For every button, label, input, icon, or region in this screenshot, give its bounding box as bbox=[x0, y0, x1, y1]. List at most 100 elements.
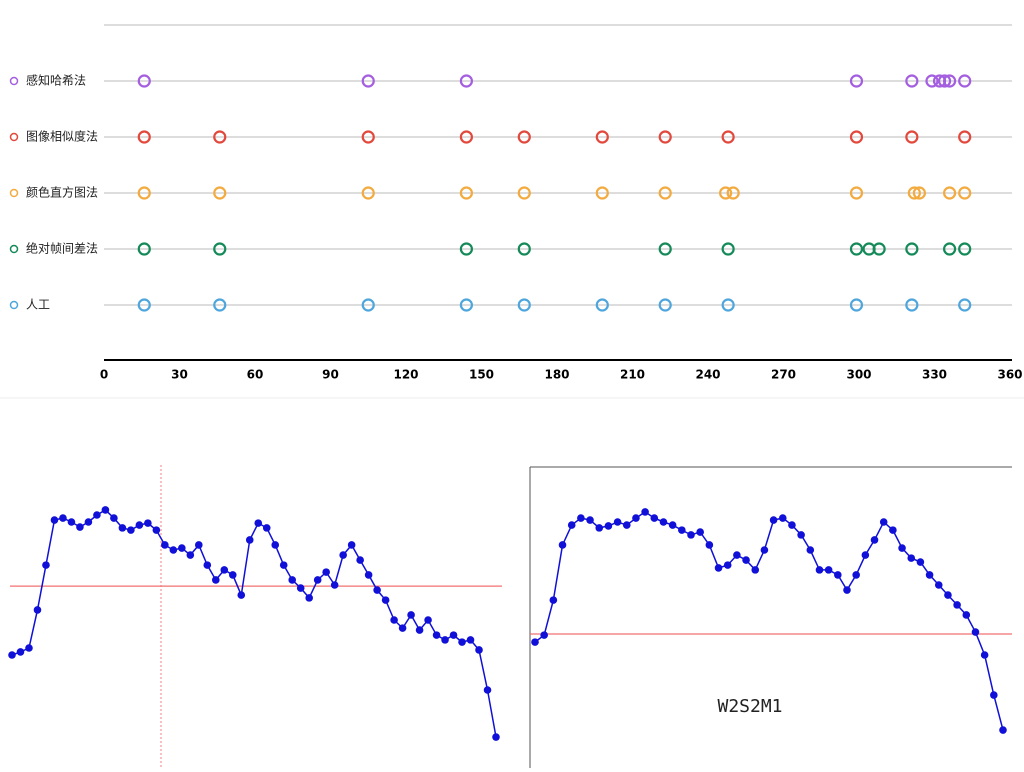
point bbox=[622, 521, 631, 529]
point bbox=[415, 626, 424, 634]
point bbox=[613, 518, 622, 526]
x-tick-label: 240 bbox=[695, 368, 720, 382]
point bbox=[658, 298, 672, 312]
point bbox=[719, 186, 733, 200]
point bbox=[459, 242, 473, 256]
point bbox=[723, 561, 732, 569]
legend-label: 感知哈希法 bbox=[26, 73, 86, 88]
point bbox=[339, 551, 347, 559]
point bbox=[549, 596, 558, 604]
x-tick-label: 60 bbox=[247, 368, 264, 382]
point bbox=[228, 571, 237, 579]
legend-marker bbox=[9, 188, 19, 198]
legend-label: 绝对帧间差法 bbox=[26, 241, 98, 256]
point bbox=[398, 624, 407, 632]
point bbox=[942, 74, 957, 88]
point bbox=[211, 576, 220, 584]
point bbox=[50, 516, 59, 524]
point bbox=[916, 558, 925, 566]
point bbox=[432, 631, 441, 639]
point bbox=[907, 186, 921, 200]
point bbox=[721, 298, 735, 312]
point bbox=[852, 571, 860, 579]
point bbox=[540, 631, 548, 639]
legend-marker bbox=[9, 132, 19, 142]
point bbox=[658, 242, 672, 256]
point bbox=[213, 242, 227, 256]
point bbox=[658, 130, 672, 144]
point bbox=[834, 571, 842, 579]
point bbox=[925, 571, 934, 579]
point bbox=[905, 74, 919, 88]
x-tick-label: 90 bbox=[322, 368, 339, 382]
point bbox=[595, 298, 609, 312]
point bbox=[595, 186, 609, 200]
point bbox=[898, 544, 906, 552]
point bbox=[934, 581, 943, 589]
point bbox=[531, 638, 539, 646]
x-tick-label: 30 bbox=[171, 368, 188, 382]
point bbox=[137, 74, 151, 88]
point bbox=[751, 566, 760, 574]
point bbox=[696, 528, 704, 536]
point bbox=[604, 522, 613, 530]
point bbox=[517, 186, 531, 200]
point bbox=[760, 546, 769, 554]
point bbox=[42, 561, 50, 569]
point bbox=[769, 516, 778, 524]
point bbox=[245, 536, 254, 544]
point bbox=[213, 130, 227, 144]
point bbox=[330, 581, 339, 589]
point bbox=[721, 130, 735, 144]
point bbox=[595, 524, 604, 532]
point bbox=[381, 596, 390, 604]
point bbox=[220, 566, 229, 574]
point bbox=[25, 644, 33, 652]
point bbox=[67, 518, 76, 526]
point bbox=[137, 130, 151, 144]
point bbox=[558, 541, 567, 549]
point bbox=[742, 556, 750, 564]
legend-label: 人工 bbox=[26, 298, 50, 312]
point bbox=[364, 571, 373, 579]
point bbox=[203, 561, 212, 569]
point bbox=[953, 601, 961, 609]
point bbox=[806, 546, 815, 554]
point bbox=[567, 521, 576, 529]
point bbox=[870, 536, 879, 544]
point bbox=[135, 521, 144, 529]
point bbox=[942, 242, 957, 256]
point bbox=[59, 514, 67, 522]
point bbox=[944, 591, 952, 599]
point bbox=[632, 514, 640, 522]
point bbox=[475, 646, 483, 654]
point bbox=[714, 564, 723, 572]
point bbox=[492, 733, 500, 741]
point bbox=[668, 521, 677, 529]
point bbox=[186, 551, 195, 559]
point bbox=[937, 74, 952, 88]
point bbox=[127, 526, 135, 534]
point bbox=[889, 526, 897, 534]
point bbox=[459, 130, 473, 144]
point bbox=[595, 130, 609, 144]
point bbox=[872, 242, 886, 256]
point bbox=[33, 606, 42, 614]
point bbox=[213, 298, 227, 312]
top-panel bbox=[0, 0, 1024, 398]
point bbox=[849, 186, 864, 200]
x-tick-label: 120 bbox=[393, 368, 418, 382]
point bbox=[8, 651, 16, 659]
point bbox=[577, 514, 585, 522]
point bbox=[262, 524, 271, 532]
point bbox=[843, 586, 851, 594]
point bbox=[458, 638, 466, 646]
point bbox=[195, 541, 203, 549]
point bbox=[322, 568, 330, 576]
point bbox=[650, 514, 659, 522]
point bbox=[279, 561, 288, 569]
point bbox=[169, 546, 178, 554]
plot-label: W2S2M1 bbox=[717, 696, 782, 717]
point bbox=[849, 74, 864, 88]
x-tick-label: 180 bbox=[544, 368, 569, 382]
